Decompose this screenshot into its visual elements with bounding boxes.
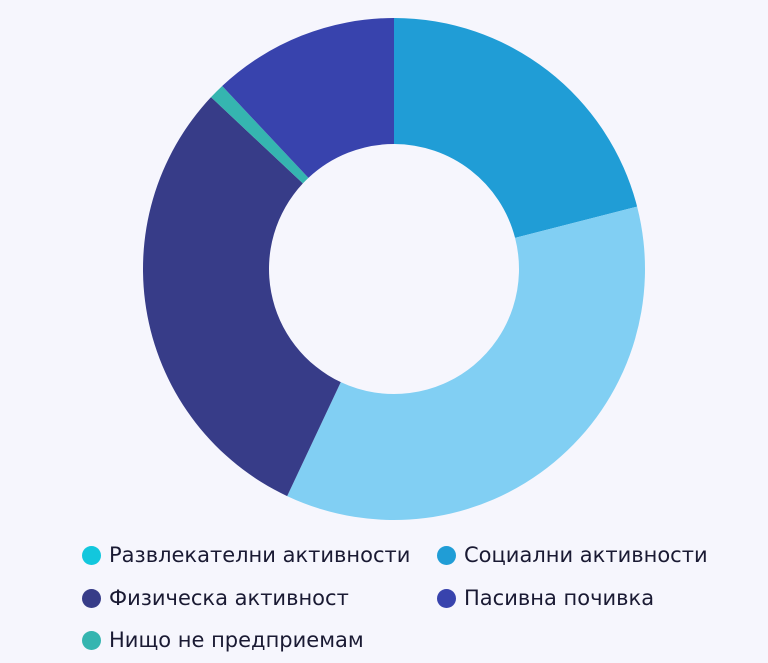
donut-slice-4 [211, 86, 309, 184]
donut-slice-1 [394, 18, 638, 238]
donut-slice-5 [222, 18, 394, 178]
donut-slice-3 [142, 97, 341, 497]
donut-slice-2 [287, 206, 645, 520]
